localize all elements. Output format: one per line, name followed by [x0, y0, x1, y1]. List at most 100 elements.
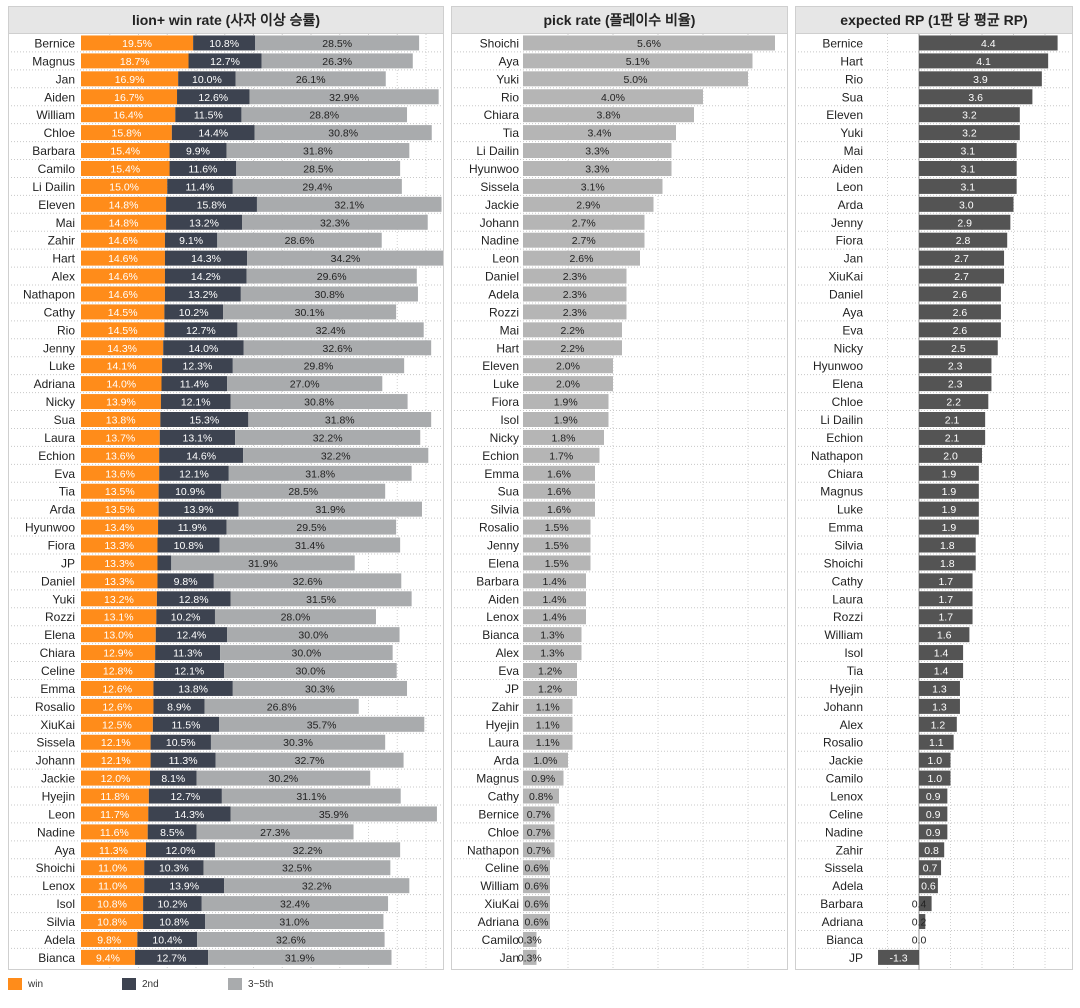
bar-segment-2nd	[150, 752, 216, 768]
rp-value-label: 3.1	[961, 163, 976, 175]
pickrate-value-label: 1.4%	[543, 612, 567, 624]
bar-value-label: 31.1%	[296, 791, 326, 803]
bar-segment-win	[81, 591, 157, 607]
rp-value-label: 0.7	[923, 863, 938, 875]
rp-name-label: Jan	[844, 252, 863, 266]
bar-segment-win	[81, 89, 178, 105]
bar-segment-2nd	[166, 214, 242, 230]
bar-value-label: 32.4%	[316, 325, 346, 337]
bar-segment-2nd	[164, 286, 241, 302]
rp-bar	[919, 178, 1017, 194]
bar-value-label: 13.3%	[104, 540, 134, 552]
winrate-name-label: Echion	[38, 449, 75, 463]
winrate-name-label: William	[36, 108, 75, 122]
bar-value-label: 28.5%	[322, 38, 352, 50]
pickrate-name-label: Lenox	[486, 610, 519, 624]
bar-segment-3~5th	[230, 806, 437, 822]
bar-segment-win	[81, 627, 156, 643]
bar-value-label: 13.8%	[106, 414, 136, 426]
bar-value-label: 13.2%	[188, 289, 218, 301]
pickrate-name-label: Bianca	[482, 628, 519, 642]
bar-segment-3~5th	[232, 680, 408, 696]
bar-value-label: 12.7%	[170, 791, 200, 803]
rp-bar	[919, 483, 979, 499]
bar-value-label: 8.1%	[161, 773, 185, 785]
winrate-panel: lion+ win rate (사자 이상 승률) Bernice Magnus J…	[8, 6, 444, 970]
pickrate-value-label: 2.3%	[563, 289, 587, 301]
bar-segment-win	[81, 250, 165, 266]
rp-name-label: JP	[849, 951, 863, 965]
pickrate-bar	[523, 860, 550, 876]
bar-value-label: 31.0%	[279, 917, 309, 929]
pickrate-bar	[523, 196, 654, 212]
pickrate-value-label: 1.1%	[536, 701, 560, 713]
rp-name-label: Lenox	[830, 790, 863, 804]
bar-segment-2nd	[163, 340, 244, 356]
bar-value-label: 30.8%	[304, 397, 334, 409]
pickrate-value-label: 0.7%	[527, 827, 551, 839]
pickrate-name-label: Sissela	[480, 180, 519, 194]
pickrate-value-label: 1.2%	[538, 666, 562, 678]
bar-value-label: 11.5%	[194, 110, 223, 122]
pickrate-name-label: Nadine	[481, 234, 519, 248]
bar-segment-3~5th	[204, 698, 359, 714]
rp-bar	[919, 591, 973, 607]
rp-value-label: 2.6	[953, 325, 968, 337]
bar-segment-3~5th	[247, 250, 443, 266]
rp-name-label: Chiara	[828, 467, 864, 481]
rp-name-label: Camilo	[826, 772, 864, 786]
bar-segment-3~5th	[214, 842, 401, 858]
rp-name-label: Zahir	[836, 843, 863, 857]
bar-segment-3~5th	[227, 376, 383, 392]
bar-value-label: 13.0%	[103, 630, 133, 642]
bar-value-label: 28.8%	[309, 110, 339, 122]
winrate-name-label: Nadine	[37, 825, 75, 839]
pickrate-name-label: Hyunwoo	[469, 162, 519, 176]
bar-segment-win	[81, 609, 157, 625]
pickrate-value-label: 1.5%	[545, 540, 569, 552]
bar-value-label: 26.8%	[267, 701, 297, 713]
pickrate-name-label: Jenny	[487, 539, 519, 553]
pickrate-bar	[523, 609, 586, 625]
rp-bar	[919, 716, 957, 732]
bar-value-label: 14.5%	[108, 307, 138, 319]
bar-value-label: 13.9%	[106, 397, 136, 409]
rp-name-label: Rozzi	[833, 610, 863, 624]
pickrate-bar	[523, 698, 573, 714]
bar-segment-2nd	[164, 250, 248, 266]
rp-name-label: Nicky	[834, 341, 863, 355]
pickrate-value-label: 3.1%	[581, 181, 605, 193]
pickrate-value-label: 0.6%	[525, 863, 549, 875]
bar-segment-win	[81, 698, 154, 714]
pickrate-bar	[523, 447, 600, 463]
rp-value-label: 2.7	[954, 253, 969, 265]
bar-segment-2nd	[155, 627, 228, 643]
rp-bar	[919, 573, 973, 589]
bar-segment-2nd	[171, 125, 255, 141]
rp-name-label: Tia	[847, 664, 864, 678]
bar-segment-win	[81, 268, 165, 284]
bar-value-label: 30.0%	[292, 648, 322, 660]
rp-value-label: 1.2	[931, 719, 946, 731]
bar-value-label: 32.9%	[329, 92, 359, 104]
pickrate-bar	[523, 214, 645, 230]
winrate-name-label: Rozzi	[45, 610, 75, 624]
pickrate-value-label: 0.3%	[518, 952, 542, 964]
pickrate-value-label: 0.9%	[531, 773, 555, 785]
bar-segment-2nd	[143, 896, 202, 912]
bar-segment-win	[81, 806, 149, 822]
rp-value-label: 1.1	[929, 737, 944, 749]
bar-value-label: 32.6%	[293, 576, 323, 588]
rp-name-label: Li Dailin	[820, 413, 863, 427]
rp-value-label: 3.2	[962, 128, 977, 140]
pickrate-bar	[523, 663, 577, 679]
bar-segment-2nd	[160, 394, 231, 410]
rp-name-label: Daniel	[829, 287, 863, 301]
pickrate-name-label: Elena	[488, 556, 519, 570]
winrate-name-label: Hyejin	[42, 790, 75, 804]
legend-swatch-3to5	[228, 978, 242, 990]
rp-bar	[919, 806, 948, 822]
rp-name-label: XiuKai	[828, 270, 863, 284]
rp-name-label: Hyunwoo	[813, 359, 863, 373]
bar-value-label: 14.6%	[186, 450, 216, 462]
